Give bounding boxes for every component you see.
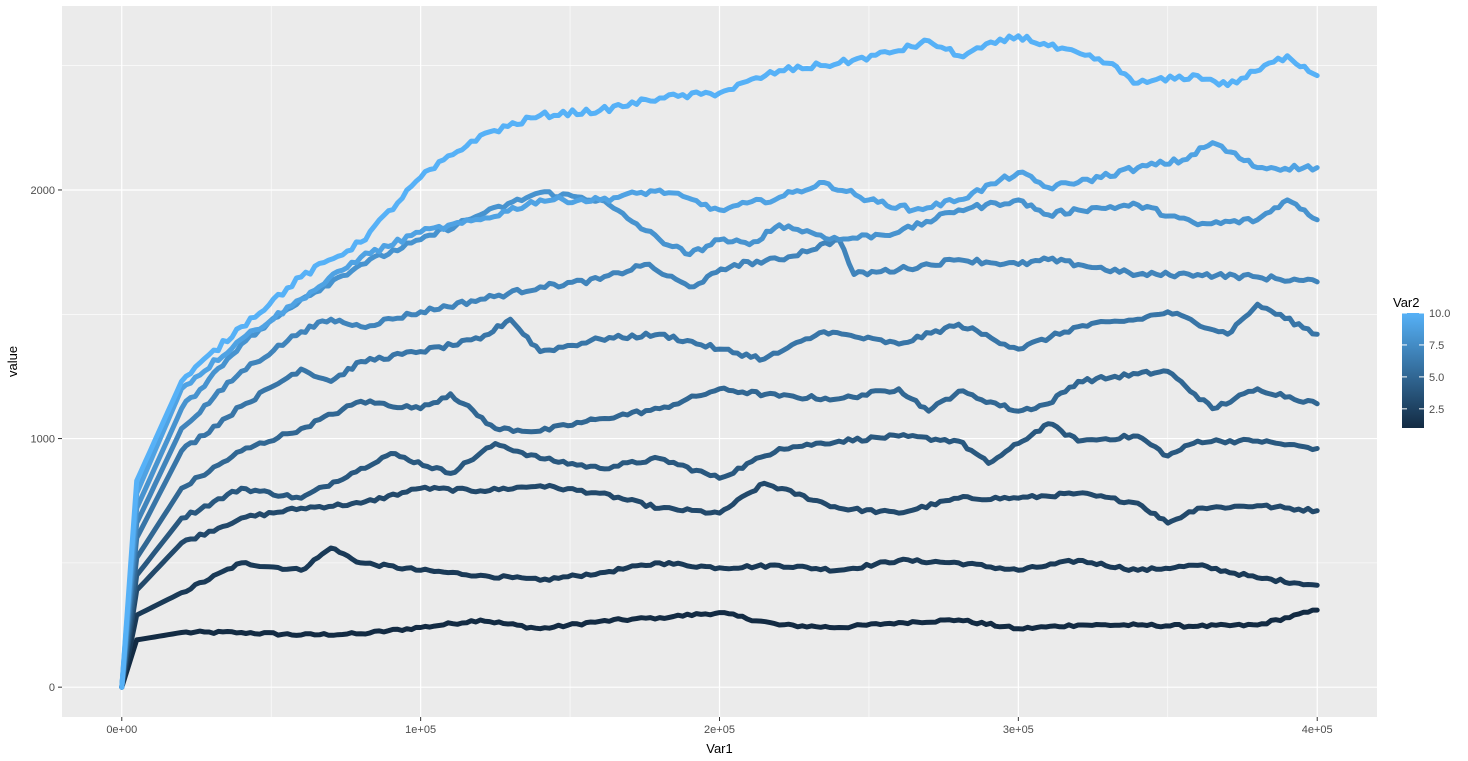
legend: Var2 2.5 5.0 7.5 10.0 bbox=[1393, 295, 1450, 428]
legend-tick-label: 2.5 bbox=[1429, 404, 1444, 416]
series-line-10 bbox=[119, 33, 1320, 690]
series-line-5 bbox=[119, 368, 1320, 690]
series-line-4 bbox=[119, 421, 1320, 690]
y-tick-label: 1000 bbox=[31, 434, 55, 446]
legend-tick-label: 5.0 bbox=[1429, 372, 1444, 384]
x-tick-label: 1e+05 bbox=[405, 724, 436, 736]
legend-ticks: 2.5 5.0 7.5 10.0 bbox=[1402, 308, 1450, 416]
series-line-3 bbox=[119, 480, 1320, 690]
series-line-6 bbox=[119, 301, 1320, 690]
series-layer bbox=[119, 33, 1320, 690]
x-tick-label: 4e+05 bbox=[1302, 724, 1333, 736]
x-axis-ticks: 0e+00 1e+05 2e+05 3e+05 4e+05 bbox=[106, 717, 1333, 736]
series-line-2 bbox=[119, 545, 1320, 690]
x-tick-label: 3e+05 bbox=[1003, 724, 1034, 736]
legend-tick-label: 10.0 bbox=[1429, 308, 1450, 320]
y-axis-title: value bbox=[5, 346, 20, 377]
y-tick-label: 2000 bbox=[31, 185, 55, 197]
series-line-7 bbox=[119, 237, 1320, 690]
series-line-9 bbox=[119, 140, 1320, 690]
x-tick-label: 0e+00 bbox=[106, 724, 137, 736]
series-line-1 bbox=[119, 607, 1320, 690]
x-axis-title: Var1 bbox=[706, 741, 733, 756]
grid-major bbox=[62, 6, 1377, 717]
y-tick-label: 0 bbox=[49, 682, 55, 694]
legend-title: Var2 bbox=[1393, 295, 1420, 310]
x-tick-label: 2e+05 bbox=[704, 724, 735, 736]
y-axis-ticks: 0 1000 2000 bbox=[31, 185, 62, 694]
legend-tick-label: 7.5 bbox=[1429, 340, 1444, 352]
legend-colorbar bbox=[1402, 313, 1424, 428]
